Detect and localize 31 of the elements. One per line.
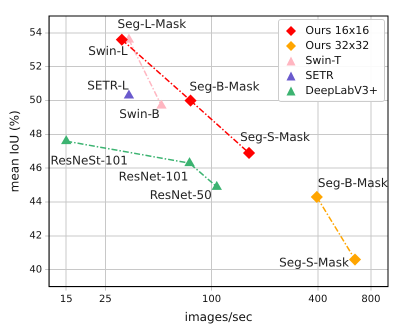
x-tick-label: 400 [308, 294, 328, 306]
x-tick-label: 800 [361, 294, 380, 306]
x-tick-label: 25 [98, 294, 112, 306]
annotation: ResNeSt-101 [50, 153, 128, 168]
x-axis-title: images/sec [184, 310, 253, 324]
y-tick-label: 48 [29, 128, 42, 140]
legend-label: Ours 16x16 [305, 24, 370, 37]
annotation: ResNet-50 [150, 188, 212, 202]
annotation: Seg-L-Mask [118, 16, 186, 31]
x-tick-label: 15 [60, 294, 73, 306]
annotation: Swin-L [88, 44, 128, 58]
legend-label: Swin-T [305, 54, 342, 67]
annotation: ResNet-101 [118, 169, 188, 184]
annotation: Swin-B [119, 106, 160, 121]
annotation: Seg-S-Mask [240, 130, 310, 144]
y-tick-label: 42 [29, 230, 42, 242]
y-tick-label: 50 [29, 95, 42, 106]
legend-label: SETR [305, 69, 334, 82]
y-axis-title: mean IoU (%) [7, 110, 22, 192]
x-tick-label: 100 [202, 294, 222, 306]
legend-label: DeepLabV3+ [305, 84, 378, 97]
y-tick-label: 54 [29, 28, 42, 39]
y-tick-label: 44 [29, 196, 42, 208]
legend-label: Ours 32x32 [305, 39, 370, 52]
annotation: SETR-L [87, 78, 129, 93]
y-tick-label: 52 [29, 61, 42, 72]
annotation: Seg-B-Mask [318, 176, 388, 190]
annotation: Seg-B-Mask [190, 80, 260, 94]
y-tick-label: 40 [29, 264, 42, 276]
annotation: Seg-S-Mask [279, 256, 349, 270]
y-tick-label: 46 [29, 162, 42, 174]
